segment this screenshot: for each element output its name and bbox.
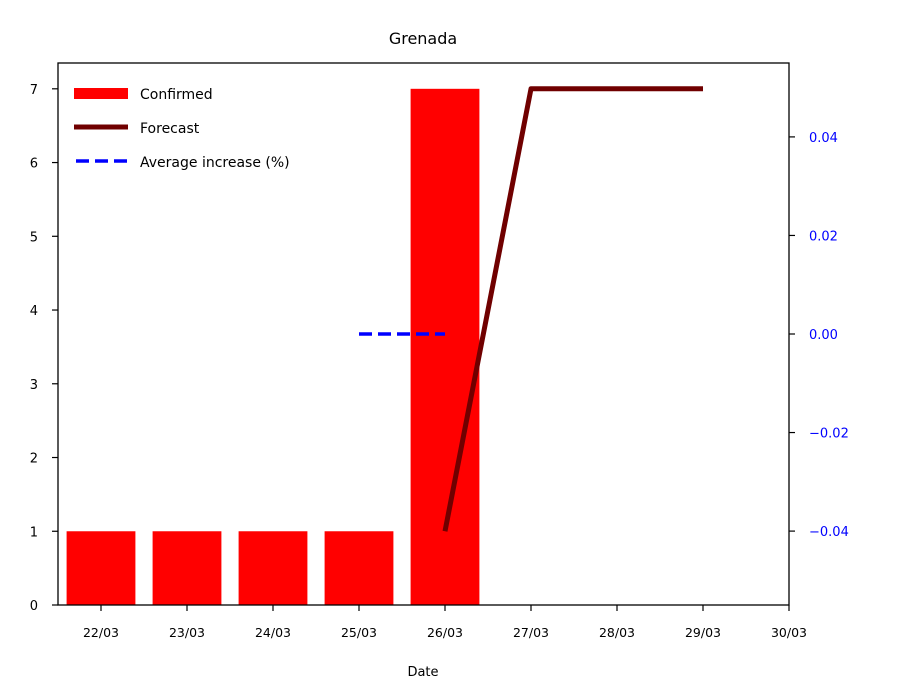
x-tick-label-7: 29/03 [685,625,721,640]
x-tick-label-0: 22/03 [83,625,119,640]
y-tick-label-5: 5 [30,230,38,245]
y-tick-label-3: 3 [30,378,38,393]
y-tick-label-0: 0 [30,599,38,614]
confirmed-bar-24-03 [238,531,308,605]
x-tick-label-4: 26/03 [427,625,463,640]
y-tick-label-2: 2 [30,452,38,467]
y-tick-label-1: 1 [30,525,38,540]
y2-tick-label-3: 0.02 [809,229,838,244]
confirmed-bar-23-03 [152,531,222,605]
y2-tick-label-4: 0.04 [809,131,838,146]
x-tick-label-1: 23/03 [169,625,205,640]
legend: Confirmed Forecast Average increase (%) [74,87,290,171]
y2-tick-label-2: 0.00 [809,328,838,343]
x-tick-label-8: 30/03 [771,625,807,640]
legend-confirmed-label: Confirmed [140,87,213,103]
x-axis-label: Date [407,665,438,680]
x-tick-label-2: 24/03 [255,625,291,640]
x-tick-label-3: 25/03 [341,625,377,640]
forecast-line [442,86,703,532]
confirmed-bar-22-03 [66,531,136,605]
legend-average-increase-label: Average increase (%) [140,155,290,171]
axes-layer: 22/03 23/03 24/03 25/03 26/03 27/03 28/03 29/03… [30,62,849,640]
x-tick-label-5: 27/03 [513,625,549,640]
legend-forecast-label: Forecast [140,121,200,137]
y-tick-label-6: 6 [30,157,38,172]
x-tick-label-6: 28/03 [599,625,635,640]
lines-layer [359,86,703,532]
y2-tick-label-1: −0.02 [809,427,849,442]
y-tick-label-7: 7 [30,83,38,98]
confirmed-bar-25-03 [324,531,394,605]
y-tick-label-4: 4 [30,304,38,319]
y2-tick-label-0: −0.04 [809,525,849,540]
chart-title: Grenada [389,29,457,48]
legend-confirmed-swatch [74,88,128,99]
